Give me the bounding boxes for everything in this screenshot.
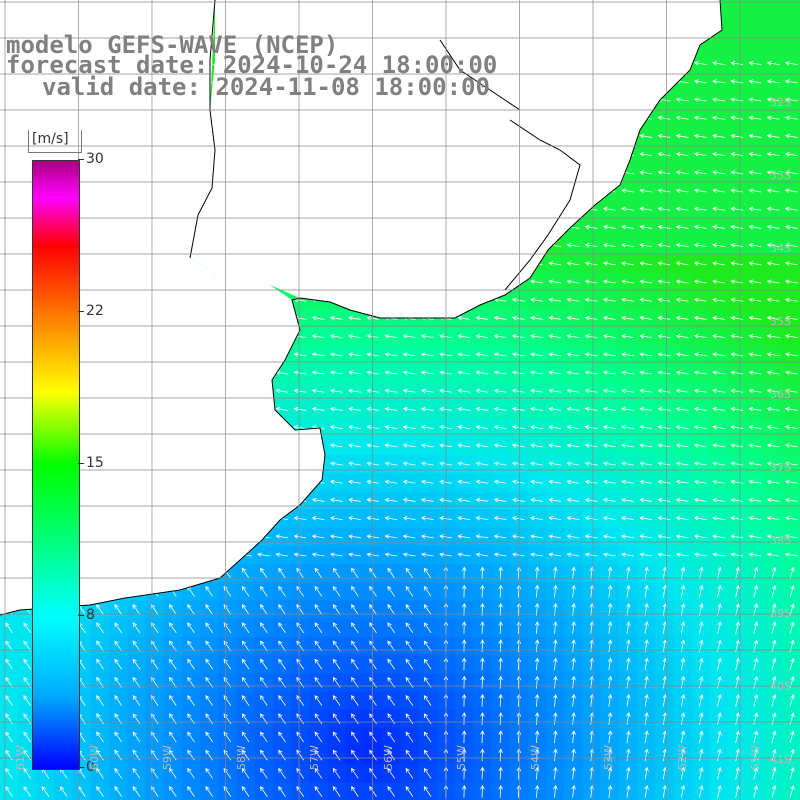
valid-date: valid date: 2024-11-08 18:00:00 [42,73,490,101]
lon-label: 60W [87,745,101,770]
colorbar-tick: 22 [78,303,104,319]
lat-label: 41S [770,753,791,766]
model-title: modelo GEFS-WAVE (NCEP) [6,31,339,59]
lat-label: 40S [770,680,791,693]
lat-label: 38S [770,534,791,547]
lon-label: 61W [14,745,27,770]
lon-label: 55W [455,745,468,770]
lagoon-patos [504,119,581,291]
colorbar-tick: 0 [78,759,95,775]
land-uruguay-brazil [190,0,722,318]
river-uruguay [189,0,216,259]
lat-label: 35S [770,315,791,328]
lon-label: 51W [749,745,762,770]
lat-label: 34S [770,242,791,255]
colorbar-unit: [m/s] [32,131,69,147]
lon-label: 58W [234,745,248,770]
lon-label: 54W [528,745,542,770]
colorbar-unit-box [28,130,82,153]
border-line [439,39,521,111]
colorbar [32,160,80,770]
lat-label: 39S [770,607,791,620]
lat-label: 32S [770,96,791,109]
colorbar-tick: 8 [78,607,95,623]
colorbar-tick: 15 [78,455,104,471]
lon-label: 56W [381,745,395,770]
lon-label: 53W [602,745,615,770]
colorbar-tick: 30 [78,151,104,167]
lat-label: 33S [770,169,791,182]
lon-label: 52W [675,745,689,770]
land-argentina [0,0,325,615]
lon-label: 57W [308,745,321,770]
forecast-date: forecast date: 2024-10-24 18:00:00 [6,51,498,79]
lon-label: 59W [161,745,174,770]
coastline [0,0,723,616]
lat-label: 37S [770,461,791,474]
lat-label: 36S [770,388,791,401]
